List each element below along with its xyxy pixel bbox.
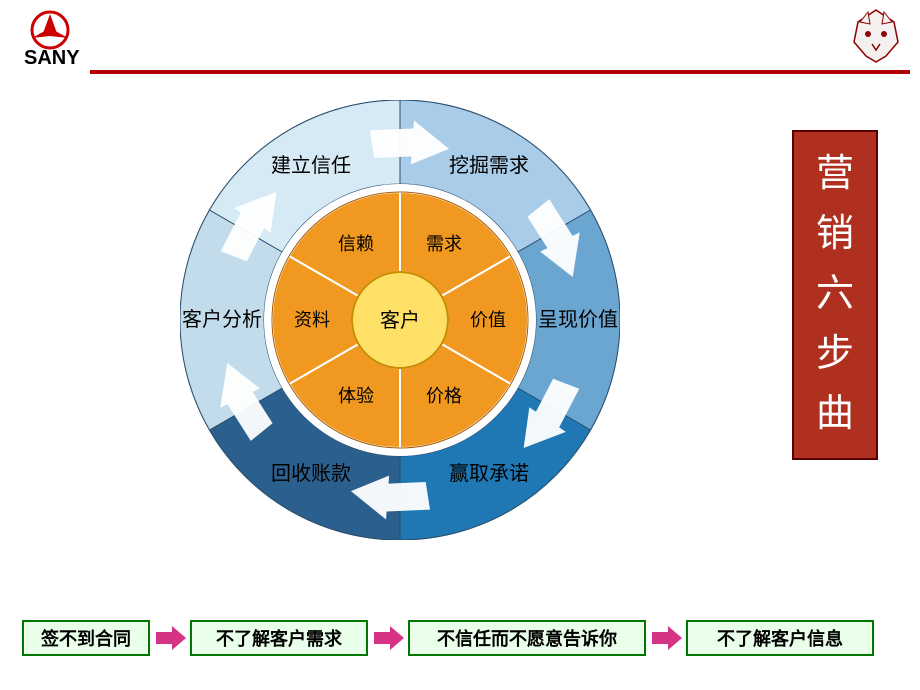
svg-text:信赖: 信赖 xyxy=(338,234,374,254)
svg-text:价值: 价值 xyxy=(470,310,506,330)
svg-text:挖掘需求: 挖掘需求 xyxy=(449,154,529,177)
svg-text:SANY: SANY xyxy=(24,47,80,68)
flow-arrow-0 xyxy=(154,624,188,652)
flow-box-2: 不信任而不愿意告诉你 xyxy=(408,620,646,656)
svg-text:客户分析: 客户分析 xyxy=(182,308,262,331)
svg-text:需求: 需求 xyxy=(426,234,462,254)
svg-text:建立信任: 建立信任 xyxy=(271,154,351,177)
svg-text:资料: 资料 xyxy=(294,310,330,330)
flow-arrow-1 xyxy=(372,624,406,652)
svg-text:体验: 体验 xyxy=(338,386,374,406)
wolf-logo xyxy=(850,8,902,64)
flow-box-3: 不了解客户信息 xyxy=(686,620,874,656)
slide-root: SANY 营 销 六 步 曲 挖掘需求呈现价值赢取承诺 回收账款 客户分析 建立信任需… xyxy=(0,0,920,690)
wheel-diagram: 挖掘需求呈现价值赢取承诺 回收账款 客户分析 建立信任需求价值价格 体验 资料 信赖客户 xyxy=(180,100,620,540)
flow-arrow-2 xyxy=(650,624,684,652)
svg-text:回收账款: 回收账款 xyxy=(271,462,351,485)
svg-text:呈现价值: 呈现价值 xyxy=(538,308,618,331)
flow-box-1: 不了解客户需求 xyxy=(190,620,368,656)
flow-box-0: 签不到合同 xyxy=(22,620,150,656)
svg-text:赢取承诺: 赢取承诺 xyxy=(449,462,529,485)
vertical-title-text: 营 销 六 步 曲 xyxy=(792,144,878,444)
header-divider xyxy=(90,70,910,74)
sany-logo: SANY xyxy=(20,8,100,68)
svg-text:客户: 客户 xyxy=(380,309,420,332)
svg-text:价格: 价格 xyxy=(426,386,462,406)
